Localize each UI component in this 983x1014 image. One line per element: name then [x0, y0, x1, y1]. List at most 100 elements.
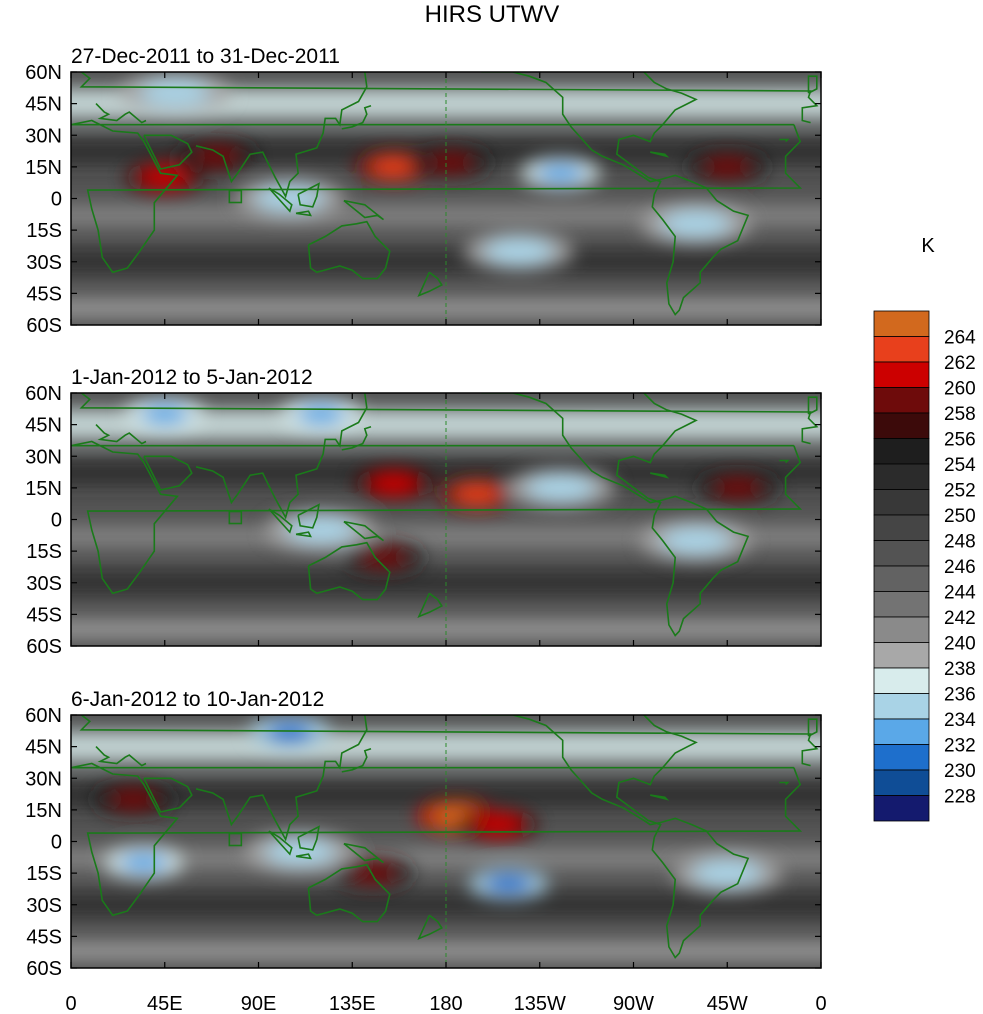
colorbar-label: 232 — [944, 736, 976, 757]
lon-label: 180 — [429, 993, 462, 1014]
coastline — [95, 103, 147, 124]
lon-label: 45W — [707, 993, 748, 1014]
lat-label: 45N — [25, 94, 62, 116]
colorbar-label: 246 — [944, 557, 976, 578]
lon-label: 135W — [514, 993, 566, 1014]
zonal-band — [71, 942, 821, 961]
field-feature — [140, 404, 189, 425]
lat-label: 15S — [26, 863, 62, 885]
lon-label: 90E — [241, 993, 277, 1014]
colorbar-swatch — [873, 514, 930, 541]
zonal-band — [71, 299, 821, 318]
field-feature — [192, 146, 241, 167]
colorbar-swatch — [873, 412, 930, 439]
coastline — [71, 440, 803, 595]
panel-label: 1-Jan-2012 to 5-Jan-2012 — [71, 366, 313, 389]
colorbar-unit: K — [921, 235, 935, 257]
lat-label: 15S — [26, 220, 62, 242]
colorbar-swatch — [873, 361, 930, 388]
colorbar-label: 230 — [944, 761, 976, 782]
coastline — [807, 75, 818, 94]
map-panel: 27-Dec-2011 to 31-Dec-2011 60N 45N 30N 15N 0 1… — [25, 45, 822, 337]
field-feature — [297, 404, 345, 425]
colorbar-label: 252 — [944, 481, 976, 502]
colorbar-label: 248 — [944, 532, 976, 553]
lat-label: 15S — [26, 541, 62, 563]
region-box — [228, 189, 243, 204]
colorbar-swatch — [873, 795, 930, 822]
colorbar: 264 262 260 258 256 254 252 250 248 246 244 242 240 2… — [873, 310, 976, 822]
coastline — [650, 472, 670, 479]
colorbar-label: 250 — [944, 506, 976, 527]
field-feature — [662, 527, 730, 554]
colorbar-swatch — [873, 667, 930, 694]
colorbar-label: 254 — [944, 455, 976, 476]
field-feature — [693, 860, 762, 887]
colorbar-label: 238 — [944, 659, 976, 680]
lat-label: 30S — [26, 573, 62, 595]
lat-label: 60S — [26, 636, 62, 658]
field-feature — [713, 477, 762, 498]
field-feature — [265, 721, 314, 742]
coastline — [79, 393, 819, 445]
colorbar-label: 228 — [944, 787, 976, 808]
colorbar-label: 258 — [944, 404, 976, 425]
lat-label: 30S — [26, 895, 62, 917]
coastline — [807, 718, 818, 737]
coastline — [341, 425, 372, 451]
map-panel: 6-Jan-2012 to 10-Jan-2012 60N 45N 30N 15N 0 15… — [25, 688, 822, 980]
lat-label: 15N — [25, 157, 62, 179]
colorbar-label: 262 — [944, 353, 976, 374]
coastline — [71, 762, 803, 917]
field-feature — [536, 163, 585, 184]
coastline — [195, 72, 368, 199]
figure-title: HIRS UTWV — [425, 1, 560, 28]
colorbar-label: 260 — [944, 379, 976, 400]
coastlines — [71, 715, 819, 959]
field-feature — [474, 814, 523, 835]
map-panel: 1-Jan-2012 to 5-Jan-2012 60N 45N 30N 15N 0 15S… — [25, 366, 822, 658]
coastline — [295, 531, 312, 538]
field-feature — [369, 473, 418, 494]
field-feature — [109, 789, 158, 810]
coastline — [307, 863, 391, 923]
lat-label: 45S — [26, 926, 62, 948]
colorbar-swatch — [873, 718, 930, 745]
coastline — [807, 396, 818, 415]
coastline — [779, 459, 790, 464]
colorbar-label: 234 — [944, 710, 976, 731]
lat-label: 0 — [51, 189, 62, 211]
colorbar-swatch — [873, 565, 930, 592]
coastline — [143, 777, 193, 813]
colorbar-swatch — [873, 489, 930, 516]
heatmap-field — [71, 715, 821, 968]
coastline — [295, 210, 312, 217]
field-feature — [426, 152, 475, 173]
coastlines — [71, 393, 819, 637]
region-box — [228, 832, 243, 847]
field-feature — [453, 484, 502, 505]
colorbar-label: 256 — [944, 430, 976, 451]
colorbar-swatch — [873, 540, 930, 567]
coastline — [417, 271, 443, 297]
colorbar-swatch — [873, 463, 930, 490]
coastline — [650, 151, 670, 158]
lon-label: 0 — [65, 993, 76, 1014]
colorbar-swatch — [873, 769, 930, 796]
colorbar-swatch — [873, 591, 930, 618]
region-box — [228, 510, 243, 525]
colorbar-swatch — [873, 438, 930, 465]
coastline — [307, 220, 391, 280]
coastline — [343, 520, 384, 542]
field-feature — [526, 474, 595, 501]
lat-label: 15N — [25, 478, 62, 500]
coastline — [195, 393, 368, 520]
field-feature — [369, 156, 418, 177]
coastline — [481, 715, 750, 959]
lat-label: 60S — [26, 315, 62, 337]
coastline — [307, 541, 391, 601]
coastline — [779, 138, 790, 143]
coastline — [650, 794, 670, 801]
lat-label: 60S — [26, 958, 62, 980]
